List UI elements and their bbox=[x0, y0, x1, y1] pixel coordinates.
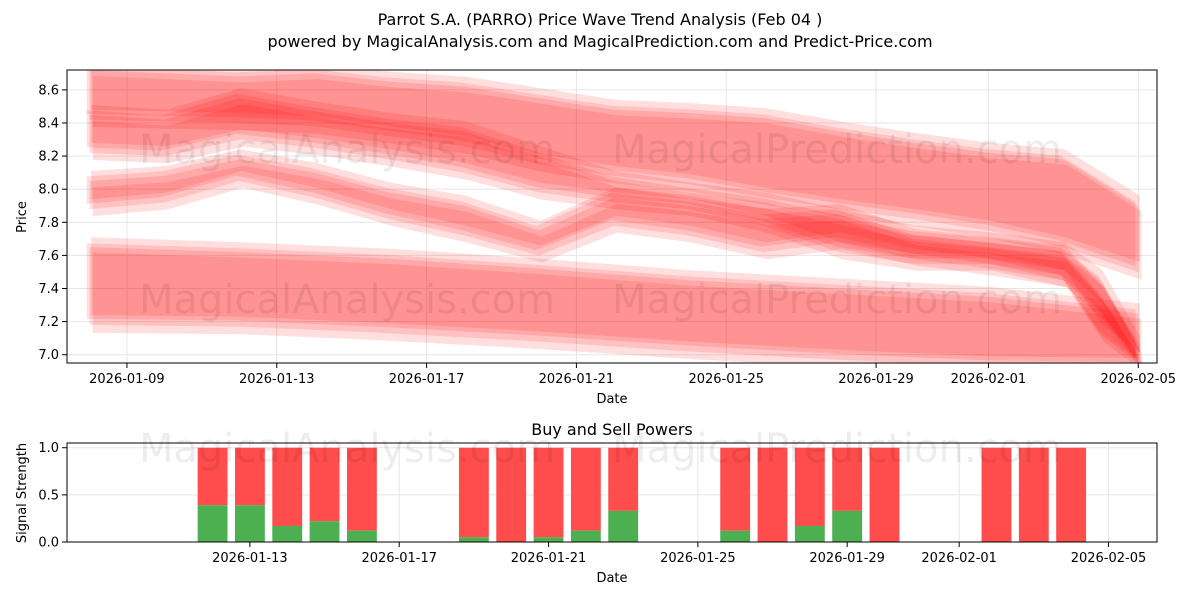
price-axes-frame bbox=[66, 69, 1158, 364]
price-x-tick-label: 2026-02-05 bbox=[1100, 372, 1176, 387]
lower-band-layer bbox=[91, 237, 1141, 358]
sell-power-bar bbox=[1056, 447, 1087, 542]
lower-band-layer bbox=[86, 243, 1136, 363]
buy-power-bar bbox=[234, 505, 265, 542]
price-x-label: Date bbox=[596, 392, 627, 407]
powers-y-ticks: 0.0 0.5 1.0 bbox=[38, 441, 67, 551]
sell-power-bar bbox=[570, 447, 601, 531]
buy-power-bar bbox=[533, 537, 564, 542]
watermark-text: MagicalPrediction.com bbox=[612, 426, 1062, 472]
powers-y-tick-label: 0.0 bbox=[38, 536, 59, 551]
powers-x-tick-label: 2026-01-25 bbox=[660, 551, 736, 566]
powers-watermarks: MagicalAnalysis.com MagicalPrediction.co… bbox=[139, 426, 1062, 472]
price-y-tick-label: 8.4 bbox=[38, 116, 59, 131]
lower-band-layer bbox=[92, 252, 1142, 363]
sell-power-bar bbox=[981, 447, 1012, 542]
sell-power-bar bbox=[794, 447, 825, 526]
price-y-tick-label: 8.6 bbox=[38, 83, 59, 98]
price-x-tick-label: 2026-01-21 bbox=[539, 372, 615, 387]
upper-band-layer bbox=[91, 70, 1140, 262]
price-x-ticks: 2026-01-09 2026-01-13 2026-01-17 2026-01-21… bbox=[89, 363, 1176, 387]
price-x-tick-label: 2026-02-01 bbox=[951, 372, 1027, 387]
upper-band-layer bbox=[89, 70, 1139, 272]
watermark-text: MagicalPrediction.com bbox=[612, 127, 1062, 173]
powers-x-tick-label: 2026-02-05 bbox=[1071, 551, 1147, 566]
price-y-tick-label: 7.6 bbox=[38, 249, 59, 264]
sell-power-bar bbox=[832, 447, 863, 511]
sell-power-bar bbox=[608, 447, 639, 511]
buy-power-bar bbox=[309, 521, 340, 542]
powers-x-tick-label: 2026-01-21 bbox=[511, 551, 587, 566]
powers-x-tick-label: 2026-01-29 bbox=[809, 551, 885, 566]
upper-band-layer bbox=[92, 75, 1142, 280]
price-x-tick-label: 2026-01-13 bbox=[239, 372, 315, 387]
powers-axes-frame bbox=[66, 442, 1158, 543]
chart-title-line1: Parrot S.A. (PARRO) Price Wave Trend Ana… bbox=[378, 10, 823, 29]
price-grid bbox=[67, 70, 1157, 363]
watermark-text: MagicalPrediction.com bbox=[612, 277, 1062, 323]
watermark-text: MagicalAnalysis.com bbox=[139, 277, 555, 323]
price-x-tick-label: 2026-01-09 bbox=[89, 372, 165, 387]
buy-power-bar bbox=[832, 510, 863, 542]
price-y-tick-label: 8.2 bbox=[38, 150, 59, 165]
sell-power-bar bbox=[496, 447, 527, 542]
sell-power-bar bbox=[234, 447, 265, 506]
buy-power-bar bbox=[794, 525, 825, 542]
sell-power-bar bbox=[458, 447, 489, 538]
sell-power-bar bbox=[533, 447, 564, 538]
buy-power-bar bbox=[458, 537, 489, 542]
mid-band-b-layer bbox=[86, 154, 1136, 358]
buy-power-bar bbox=[272, 525, 303, 542]
price-y-tick-label: 7.8 bbox=[38, 216, 59, 231]
powers-x-tick-label: 2026-01-17 bbox=[361, 551, 437, 566]
powers-x-ticks: 2026-01-13 2026-01-17 2026-01-21 2026-01-25… bbox=[212, 542, 1146, 566]
price-watermarks: MagicalAnalysis.com MagicalPrediction.co… bbox=[139, 127, 1062, 323]
sell-power-bar bbox=[720, 447, 751, 531]
price-y-ticks: 7.0 7.2 7.4 7.6 7.8 8.0 8.2 8.4 8.6 bbox=[38, 83, 67, 363]
powers-title: Buy and Sell Powers bbox=[531, 420, 693, 439]
price-x-tick-label: 2026-01-17 bbox=[389, 372, 465, 387]
powers-y-tick-label: 0.5 bbox=[38, 488, 59, 503]
sell-power-bar bbox=[309, 447, 340, 522]
mid-band-a-layer bbox=[89, 98, 1139, 363]
buy-power-bar bbox=[570, 530, 601, 542]
lower-band-layer bbox=[89, 247, 1139, 363]
watermark-text: MagicalAnalysis.com bbox=[139, 127, 555, 173]
powers-x-tick-label: 2026-01-13 bbox=[212, 551, 288, 566]
sell-power-bar bbox=[197, 447, 228, 506]
sell-power-bar bbox=[272, 447, 303, 526]
powers-bars bbox=[197, 447, 1087, 542]
mid-band-a-layer bbox=[92, 104, 1142, 363]
mid-band-b-layer bbox=[92, 165, 1142, 363]
price-bands bbox=[86, 70, 1142, 363]
price-y-tick-label: 7.0 bbox=[38, 348, 59, 363]
powers-x-label: Date bbox=[596, 571, 627, 586]
sell-power-bar bbox=[869, 447, 900, 542]
powers-y-tick-label: 1.0 bbox=[38, 441, 59, 456]
chart-title-line2: powered by MagicalAnalysis.com and Magic… bbox=[267, 32, 932, 51]
price-y-label: Price bbox=[15, 201, 30, 233]
watermark-text: MagicalAnalysis.com bbox=[139, 426, 555, 472]
price-x-tick-label: 2026-01-29 bbox=[838, 372, 914, 387]
mid-band-b-layer bbox=[91, 149, 1141, 354]
powers-x-tick-label: 2026-02-01 bbox=[921, 551, 997, 566]
mid-band-a-layer bbox=[91, 88, 1141, 354]
buy-power-bar bbox=[197, 505, 228, 542]
buy-power-bar bbox=[608, 510, 639, 542]
mid-band-a-layer bbox=[86, 93, 1136, 358]
sell-power-bar bbox=[757, 447, 788, 542]
mid-band-b-layer bbox=[89, 159, 1139, 363]
buy-power-bar bbox=[346, 530, 377, 542]
sell-power-bar bbox=[1018, 447, 1049, 542]
buy-power-bar bbox=[720, 530, 751, 542]
powers-y-label: Signal Strength bbox=[15, 443, 30, 543]
price-y-tick-label: 7.2 bbox=[38, 315, 59, 330]
upper-band-layer bbox=[86, 70, 1136, 266]
sell-power-bar bbox=[346, 447, 377, 531]
price-y-tick-label: 7.4 bbox=[38, 282, 59, 297]
price-y-tick-label: 8.0 bbox=[38, 183, 59, 198]
price-x-tick-label: 2026-01-25 bbox=[688, 372, 764, 387]
